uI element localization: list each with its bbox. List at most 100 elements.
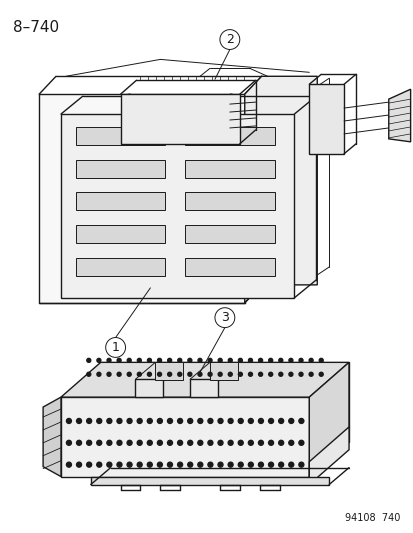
Circle shape bbox=[228, 418, 233, 423]
Polygon shape bbox=[76, 192, 165, 211]
Circle shape bbox=[157, 358, 161, 362]
Circle shape bbox=[288, 418, 293, 423]
Circle shape bbox=[87, 372, 90, 376]
Polygon shape bbox=[185, 192, 274, 211]
Circle shape bbox=[76, 462, 81, 467]
Circle shape bbox=[248, 462, 253, 467]
Circle shape bbox=[207, 462, 212, 467]
Circle shape bbox=[177, 358, 181, 362]
Circle shape bbox=[258, 372, 262, 376]
Circle shape bbox=[127, 462, 132, 467]
Circle shape bbox=[76, 440, 81, 445]
Circle shape bbox=[207, 440, 212, 445]
Circle shape bbox=[157, 418, 162, 423]
Circle shape bbox=[76, 418, 81, 423]
Circle shape bbox=[167, 462, 172, 467]
Circle shape bbox=[86, 418, 91, 423]
Circle shape bbox=[87, 358, 90, 362]
Polygon shape bbox=[76, 225, 165, 243]
Circle shape bbox=[318, 358, 323, 362]
Circle shape bbox=[137, 372, 141, 376]
Polygon shape bbox=[388, 89, 410, 142]
Circle shape bbox=[228, 372, 232, 376]
Polygon shape bbox=[209, 362, 237, 380]
Circle shape bbox=[97, 440, 102, 445]
Circle shape bbox=[218, 462, 223, 467]
Circle shape bbox=[117, 358, 121, 362]
Circle shape bbox=[197, 358, 202, 362]
Circle shape bbox=[137, 462, 142, 467]
Circle shape bbox=[258, 440, 263, 445]
Circle shape bbox=[127, 358, 131, 362]
Circle shape bbox=[147, 440, 152, 445]
Polygon shape bbox=[185, 225, 274, 243]
Circle shape bbox=[278, 418, 283, 423]
Circle shape bbox=[117, 462, 122, 467]
Circle shape bbox=[238, 358, 242, 362]
Circle shape bbox=[66, 462, 71, 467]
Circle shape bbox=[137, 440, 142, 445]
Polygon shape bbox=[190, 379, 217, 397]
Circle shape bbox=[197, 440, 202, 445]
Circle shape bbox=[298, 462, 303, 467]
Circle shape bbox=[97, 418, 102, 423]
Polygon shape bbox=[43, 397, 61, 477]
Circle shape bbox=[167, 418, 172, 423]
Circle shape bbox=[117, 418, 122, 423]
Circle shape bbox=[107, 462, 112, 467]
Polygon shape bbox=[90, 477, 328, 484]
Circle shape bbox=[107, 358, 111, 362]
Polygon shape bbox=[39, 94, 244, 303]
Circle shape bbox=[181, 423, 209, 451]
Circle shape bbox=[97, 358, 101, 362]
Circle shape bbox=[105, 337, 125, 358]
Circle shape bbox=[278, 440, 283, 445]
Circle shape bbox=[187, 418, 192, 423]
Polygon shape bbox=[76, 258, 165, 276]
Polygon shape bbox=[76, 127, 165, 145]
Circle shape bbox=[268, 462, 273, 467]
Circle shape bbox=[309, 358, 312, 362]
Circle shape bbox=[177, 372, 181, 376]
Circle shape bbox=[278, 462, 283, 467]
Polygon shape bbox=[185, 127, 274, 145]
Circle shape bbox=[238, 372, 242, 376]
Circle shape bbox=[97, 462, 102, 467]
Circle shape bbox=[237, 440, 242, 445]
Circle shape bbox=[187, 462, 192, 467]
Circle shape bbox=[258, 462, 263, 467]
Circle shape bbox=[97, 372, 101, 376]
Circle shape bbox=[248, 372, 252, 376]
Circle shape bbox=[218, 418, 223, 423]
Circle shape bbox=[268, 418, 273, 423]
Circle shape bbox=[248, 418, 253, 423]
Circle shape bbox=[298, 372, 302, 376]
Circle shape bbox=[248, 440, 253, 445]
Text: 94108  740: 94108 740 bbox=[344, 513, 400, 523]
Circle shape bbox=[157, 462, 162, 467]
Circle shape bbox=[228, 358, 232, 362]
Circle shape bbox=[268, 440, 273, 445]
Circle shape bbox=[117, 372, 121, 376]
Polygon shape bbox=[76, 160, 165, 177]
Circle shape bbox=[228, 462, 233, 467]
Circle shape bbox=[147, 418, 152, 423]
Text: 8–740: 8–740 bbox=[13, 20, 59, 35]
Circle shape bbox=[208, 372, 211, 376]
Polygon shape bbox=[309, 84, 343, 154]
Circle shape bbox=[298, 440, 303, 445]
Polygon shape bbox=[185, 258, 274, 276]
Circle shape bbox=[288, 372, 292, 376]
Circle shape bbox=[107, 418, 112, 423]
Text: 3: 3 bbox=[221, 311, 228, 324]
Circle shape bbox=[188, 372, 191, 376]
Circle shape bbox=[197, 462, 202, 467]
Circle shape bbox=[214, 308, 234, 328]
Polygon shape bbox=[309, 362, 348, 477]
Text: 2: 2 bbox=[225, 33, 233, 46]
Circle shape bbox=[66, 418, 71, 423]
Polygon shape bbox=[155, 362, 183, 380]
Circle shape bbox=[137, 358, 141, 362]
Circle shape bbox=[258, 358, 262, 362]
Circle shape bbox=[177, 418, 182, 423]
